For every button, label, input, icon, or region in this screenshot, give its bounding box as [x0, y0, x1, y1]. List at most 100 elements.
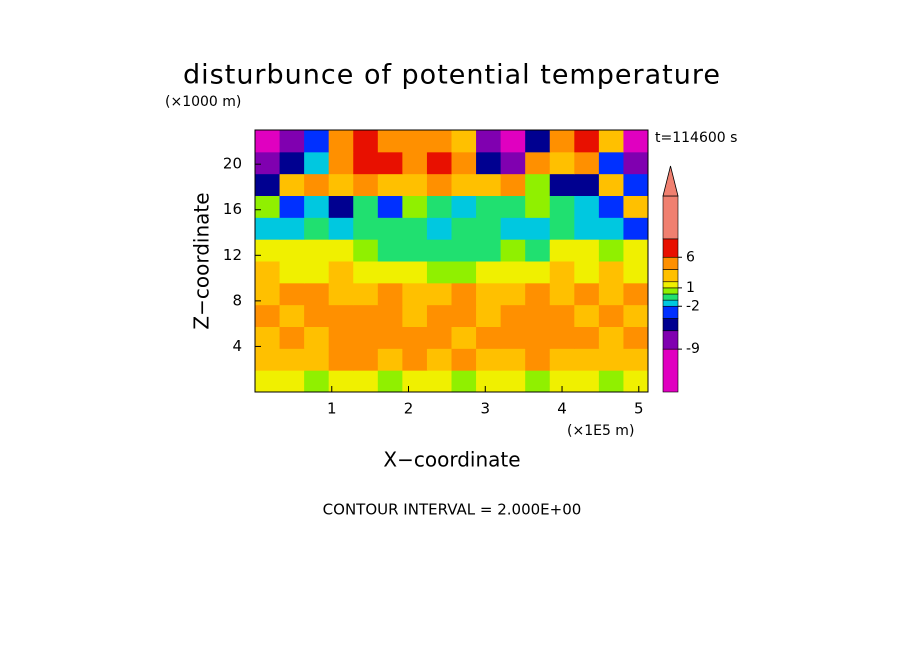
field-cell [304, 151, 330, 175]
field-cell [304, 304, 330, 327]
field-cell [279, 370, 305, 393]
x-tick-label: 5 [634, 400, 644, 418]
colorbar-tick-label: 1 [686, 280, 695, 296]
field-cell [402, 173, 428, 196]
field-cell [476, 261, 502, 284]
colorbar-segment [662, 269, 679, 283]
field-cell [426, 304, 452, 327]
field-cell [328, 239, 354, 262]
field-cell [598, 370, 624, 393]
footer-note: CONTOUR INTERVAL = 2.000E+00 [323, 501, 582, 519]
field-cell [353, 326, 379, 349]
field-cell [574, 348, 600, 371]
field-cell [574, 239, 600, 262]
colorbar-extension [662, 165, 679, 197]
field-cell [426, 217, 452, 240]
field-cell [279, 151, 305, 175]
field-cell [451, 130, 477, 153]
field-cell [500, 282, 526, 306]
field-cell [426, 195, 452, 218]
field-cell [549, 348, 575, 371]
field-cell [402, 326, 428, 349]
colorbar-segment [662, 348, 679, 393]
field-cell [426, 239, 452, 262]
field-cell [328, 348, 354, 371]
field-cell [525, 173, 551, 196]
field-cell [328, 151, 354, 175]
field-cell [353, 217, 379, 240]
colorbar-segment [662, 318, 679, 332]
field-cell [525, 130, 551, 153]
field-cell [426, 370, 452, 393]
field-cell [500, 239, 526, 262]
field-cell [304, 326, 330, 349]
y-tick-label: 16 [223, 200, 242, 218]
field-cell [304, 130, 330, 153]
x-tick-label: 4 [557, 400, 567, 418]
colorbar-segment [662, 305, 679, 319]
field-cell [451, 282, 477, 306]
field-cell [476, 370, 502, 393]
field-cell [328, 261, 354, 284]
field-cell [574, 261, 600, 284]
field-cell [623, 195, 649, 218]
field-cell [328, 282, 354, 306]
y-tick-label: 4 [232, 337, 242, 355]
field-cell [377, 130, 403, 153]
field-cell [353, 348, 379, 371]
colorbar-segment [662, 293, 679, 301]
field-cell [451, 348, 477, 371]
field-cell [549, 261, 575, 284]
field-cell [525, 261, 551, 284]
field-cell [279, 195, 305, 218]
field-cell [623, 282, 649, 306]
field-cell [255, 173, 281, 196]
field-cell [255, 130, 281, 153]
plot-frame [254, 129, 649, 393]
colorbar-segment [662, 256, 679, 270]
field-cell [304, 261, 330, 284]
field-cell [426, 261, 452, 284]
field-cell [500, 261, 526, 284]
field-cell [500, 151, 526, 175]
x-unit: (×1E5 m) [567, 423, 634, 439]
field-cell [525, 151, 551, 175]
field-cell [402, 130, 428, 153]
field-cell [353, 130, 379, 153]
field-cell [353, 173, 379, 196]
field-cell [525, 326, 551, 349]
field-cell [623, 151, 649, 175]
field-cell [255, 326, 281, 349]
field-cell [598, 217, 624, 240]
field-cell [549, 239, 575, 262]
field-cell [598, 130, 624, 153]
field-cell [623, 217, 649, 240]
y-tick-label: 12 [223, 246, 242, 264]
field-cell [623, 261, 649, 284]
field-cell [476, 348, 502, 371]
field-cell [476, 326, 502, 349]
field-cell [574, 326, 600, 349]
field-cell [549, 130, 575, 153]
field-cell [598, 173, 624, 196]
field-cell [623, 370, 649, 393]
field-cell [377, 282, 403, 306]
field-cell [255, 261, 281, 284]
field-cell [500, 130, 526, 153]
field-cell [426, 282, 452, 306]
colorbar-segment [662, 299, 679, 307]
field-cell [598, 304, 624, 327]
y-tick-label: 8 [232, 291, 242, 309]
field-cell [500, 217, 526, 240]
field-cell [328, 195, 354, 218]
field-cell [304, 282, 330, 306]
field-cell [279, 261, 305, 284]
field-cell [304, 217, 330, 240]
field-cell [623, 348, 649, 371]
field-cell [500, 326, 526, 349]
field-cell [255, 217, 281, 240]
field-cell [598, 348, 624, 371]
field-cell [598, 261, 624, 284]
field-cell [377, 217, 403, 240]
field-cell [402, 195, 428, 218]
